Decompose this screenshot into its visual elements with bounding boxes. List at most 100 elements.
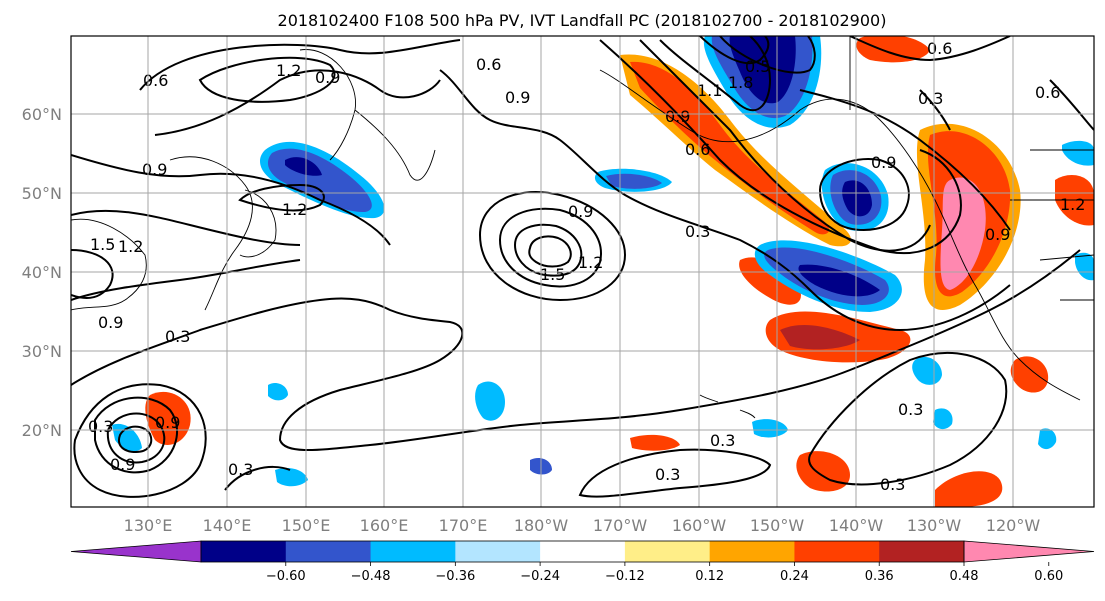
contour-line <box>699 36 770 65</box>
contour-label: 0.3 <box>685 222 710 241</box>
contour-label: 0.6 <box>927 39 952 58</box>
contour-label: 0.9 <box>110 455 135 474</box>
lon-axis: 130°E 140°E 150°E 160°E 170°E 180°W 170°… <box>124 516 1041 535</box>
lat-axis: 20°N 30°N 40°N 50°N 60°N <box>22 105 62 440</box>
colorbar-tick-label: 0.60 <box>1034 569 1063 584</box>
coastline <box>239 189 277 258</box>
contour-line <box>659 36 772 112</box>
colorbar-swatch <box>540 541 626 562</box>
contour-line <box>71 154 391 246</box>
contour-label: 0.9 <box>505 88 530 107</box>
contour-line <box>639 39 931 252</box>
shade-positive <box>630 434 680 451</box>
shade-negative <box>1038 428 1057 450</box>
colorbar-tick-label: −0.36 <box>435 569 475 584</box>
colorbar-tick-label: 0.24 <box>780 569 809 584</box>
contour-label: 0.5 <box>745 57 770 76</box>
shade-negative <box>752 419 788 438</box>
colorbar-swatch <box>285 541 372 562</box>
contour-label: 1.2 <box>276 61 301 80</box>
contour-label: 0.9 <box>985 225 1010 244</box>
shade-positive <box>145 391 191 445</box>
contour-label: 0.3 <box>88 417 113 436</box>
shade-positive <box>856 36 930 63</box>
lat-tick-label: 30°N <box>22 342 62 361</box>
contours <box>71 36 1094 498</box>
map-frame <box>70 35 1095 508</box>
colorbar-swatch <box>201 541 287 562</box>
contour-line <box>118 425 153 454</box>
contour-line <box>71 249 1081 451</box>
shade-negative <box>842 180 872 217</box>
contour-label: 0.3 <box>918 89 943 108</box>
lon-tick-label: 150°E <box>282 516 331 535</box>
contour-line <box>439 69 1011 332</box>
island-chain <box>699 394 756 419</box>
contour-line <box>71 209 301 246</box>
contour-label: 0.6 <box>1035 83 1060 102</box>
colorbar-tick-label: 0.36 <box>865 569 894 584</box>
contour-label: 0.9 <box>568 202 593 221</box>
contour-line <box>498 207 602 288</box>
contour-label: 0.3 <box>165 327 190 346</box>
shade-positive <box>739 257 801 305</box>
contour-line <box>198 56 336 103</box>
shade-negative <box>268 383 288 401</box>
contour-line <box>919 89 951 131</box>
shade-negative <box>475 381 505 421</box>
colorbar-tick-label: −0.12 <box>605 569 645 584</box>
shade-negative <box>912 356 942 385</box>
contour-line <box>139 39 461 91</box>
coastline <box>71 218 147 311</box>
lat-tick-label: 50°N <box>22 184 62 203</box>
shade-positive <box>780 324 860 350</box>
contour-label: 1.5 <box>540 265 565 284</box>
contour-line <box>513 223 583 277</box>
contour-label: 0.3 <box>710 431 735 450</box>
lat-tick-label: 60°N <box>22 105 62 124</box>
shade-negative <box>275 468 308 487</box>
contour-label: 1.2 <box>578 253 603 272</box>
lon-tick-label: 130°W <box>907 516 962 535</box>
lon-tick-label: 140°W <box>829 516 884 535</box>
border-line <box>1039 254 1094 261</box>
contour-label: 0.3 <box>655 465 680 484</box>
contour-label: 0.9 <box>871 153 896 172</box>
colorbar-swatch <box>624 541 711 562</box>
shade-negative <box>285 157 322 176</box>
contour-label: 0.3 <box>898 400 923 419</box>
gridlines <box>71 36 1094 507</box>
contour-label: 0.6 <box>143 71 168 90</box>
contour-label: 1.1 <box>697 81 722 100</box>
lat-tick-label: 40°N <box>22 263 62 282</box>
colorbar-tick-label: 0.48 <box>950 569 979 584</box>
contour-line <box>94 396 179 474</box>
contour-line <box>71 249 114 299</box>
map-panel: 0.6 1.2 0.9 0.6 0.9 1.1 1.8 0.5 0.9 0.6 … <box>70 35 1095 508</box>
shade-negative <box>933 408 953 430</box>
contour-line <box>154 69 441 136</box>
colorbar-swatch <box>794 541 880 562</box>
contour-label: 1.2 <box>118 237 143 256</box>
contour-labels: 0.6 1.2 0.9 0.6 0.9 1.1 1.8 0.5 0.9 0.6 … <box>88 39 1085 494</box>
coastline <box>299 49 356 161</box>
colorbar-extend-high <box>963 540 1095 563</box>
lon-tick-label: 150°W <box>750 516 805 535</box>
contour-label: 1.5 <box>90 235 115 254</box>
lon-tick-label: 180°W <box>514 516 569 535</box>
contour-label: 1.8 <box>728 73 753 92</box>
lat-tick-label: 20°N <box>22 421 62 440</box>
lon-tick-label: 160°W <box>672 516 727 535</box>
contour-line <box>106 412 166 464</box>
coastlines <box>71 36 1094 419</box>
shade-positive <box>1010 356 1049 393</box>
contour-line <box>578 448 772 498</box>
contour-line <box>719 36 816 74</box>
colorbar-tick-label: −0.48 <box>351 569 391 584</box>
lon-tick-label: 160°E <box>360 516 409 535</box>
contour-label: 0.9 <box>665 107 690 126</box>
contour-label: 0.6 <box>476 55 501 74</box>
contour-label: 0.9 <box>315 68 340 87</box>
contour-label: 0.6 <box>685 140 710 159</box>
